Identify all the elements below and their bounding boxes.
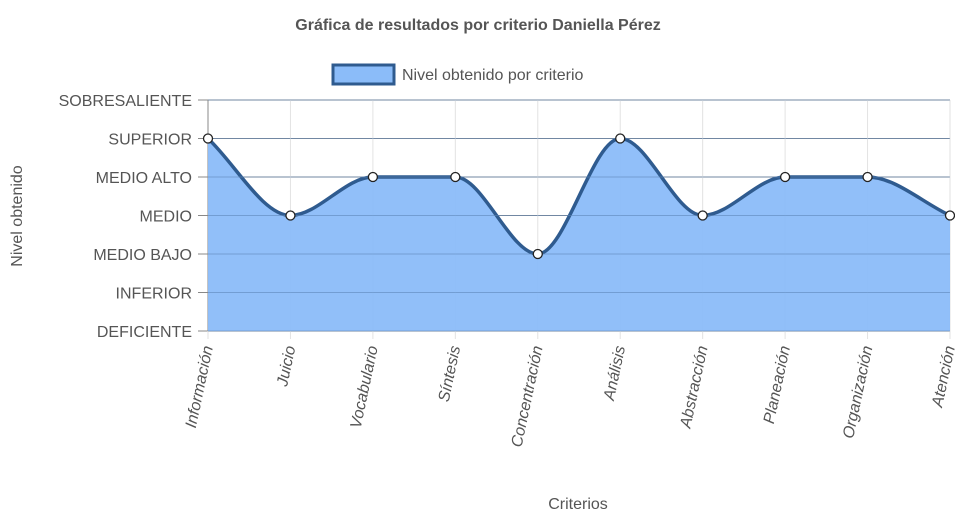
legend-swatch <box>331 63 396 86</box>
y-tick-label: DEFICIENTE <box>97 324 192 341</box>
y-tick-label: MEDIO ALTO <box>96 170 192 187</box>
legend[interactable]: Nivel obtenido por criterio <box>331 63 584 86</box>
data-point[interactable] <box>697 210 708 221</box>
chart-title: Gráfica de resultados por criterio Danie… <box>295 17 660 34</box>
y-tick-label: MEDIO BAJO <box>93 247 192 264</box>
x-tick-label: Vocabulario <box>348 344 382 430</box>
y-tick-label: INFERIOR <box>116 286 192 303</box>
data-point[interactable] <box>532 248 543 260</box>
x-axis-label: Criterios <box>548 496 608 513</box>
data-point[interactable] <box>367 171 379 183</box>
series-area <box>208 138 950 331</box>
area-layer <box>206 99 951 332</box>
data-point[interactable] <box>944 210 955 221</box>
legend-label: Nivel obtenido por criterio <box>402 67 584 84</box>
x-tick-label: Concentración <box>509 344 547 449</box>
y-tick-label: SUPERIOR <box>108 132 192 149</box>
x-tick-label: Síntesis <box>436 344 464 403</box>
y-tick-label: SOBRESALIENTE <box>59 93 192 110</box>
y-axis-ticks: DEFICIENTE INFERIOR MEDIO BAJO MEDIO MEDIO A… <box>59 93 192 341</box>
x-tick-label: Abstracción <box>677 344 711 430</box>
x-tick-label: Atención <box>929 344 955 410</box>
x-tick-label: Información <box>183 344 217 429</box>
data-point[interactable] <box>285 210 296 221</box>
y-axis-label: Nivel obtenido <box>9 165 26 267</box>
data-point[interactable] <box>615 133 626 144</box>
x-axis-ticks: Información Juicio Vocabulario Síntesis Conc… <box>183 344 955 449</box>
data-point[interactable] <box>862 171 873 183</box>
x-tick-label: Análisis <box>601 344 629 402</box>
data-point[interactable] <box>779 171 791 183</box>
x-tick-label: Organización <box>840 344 876 440</box>
data-point[interactable] <box>202 133 214 144</box>
x-tick-label: Planeación <box>761 344 794 425</box>
data-point[interactable] <box>450 171 461 183</box>
data-points[interactable] <box>202 133 955 260</box>
x-tick-label: Juicio <box>274 344 299 389</box>
y-tick-label: MEDIO <box>140 209 192 226</box>
